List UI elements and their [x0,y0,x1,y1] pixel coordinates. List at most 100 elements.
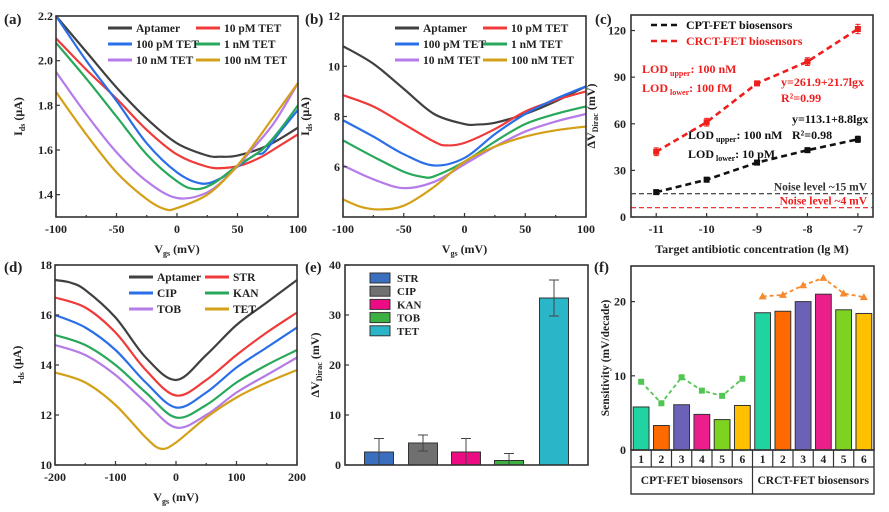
y-axis-label-main: I [298,131,312,136]
category-label: 1 [638,454,644,466]
series-line-aptamer [55,15,299,159]
legend-label: TOB [397,313,421,325]
y-tick-label: 16 [40,308,52,322]
bar [774,310,792,451]
y-tick-label: 0 [620,443,626,457]
y-axis-label: ΔVDirac (mV) [584,84,600,149]
series-line-1-nm-tet [342,105,587,179]
category-label: 2 [659,454,665,466]
category-label: 1 [760,454,766,466]
lod-text: LOD [642,81,668,95]
panel-label: (d) [4,260,22,276]
category-label: 3 [800,454,806,466]
x-axis-label-subscript: gs [162,497,169,506]
cpt-lod-upper: LOD upper: 100 nM [688,128,782,144]
data-point [804,147,811,154]
legend-label: 100 nM TET [511,55,574,67]
y-axis-label-unit: (μA) [298,97,312,123]
legend-label: 100 pM TET [423,39,486,51]
cpt-r-squared: R²=0.98 [792,128,832,142]
x-tick-label: 100 [577,222,595,236]
crct-lod-upper: LOD upper: 100 nM [642,62,736,78]
y-tick-label: 8 [334,110,340,124]
category-label: 3 [679,454,685,466]
lod-value: : 100 nM [736,128,782,142]
series-line-tet [54,368,298,451]
y-tick-label: 18 [40,258,52,272]
series-line-cip [54,313,298,409]
y-tick-label: 30 [614,163,626,177]
legend-label: 100 pM TET [136,39,199,51]
lod-subscript: upper [714,135,737,144]
bar-tet [539,297,569,466]
legend-item: TOB [129,304,181,316]
y-axis-label-subscript: ds [17,372,26,380]
series-line-str [54,296,298,397]
noise-level-label: Noise level ~4 mV [780,196,868,208]
series-line-tob [54,343,298,429]
group-label: CRCT-FET biosensors [757,475,869,487]
crct-r-squared: R²=0.99 [781,91,821,105]
group-label: CPT-FET biosensors [641,475,743,487]
legend-label: TOB [157,304,181,316]
legend-label: CIP [397,286,416,298]
series-line-100-pm-tet [342,85,587,167]
category-label: 2 [780,454,786,466]
cpt-lod-lower: LOD lower: 10 pM [688,147,775,163]
trend-marker [778,290,787,298]
x-tick-label: -100 [105,470,127,484]
trend-marker [799,281,808,289]
data-point [653,189,660,196]
bar [733,404,751,451]
legend-label: 10 nM TET [136,55,194,67]
legend-item: Aptamer [108,23,180,35]
y-axis-label-unit: (mV) [308,333,322,363]
legend-item: 10 pM TET [196,23,282,35]
data-point [703,119,710,126]
category-label: 4 [699,454,705,466]
legend-swatch [369,285,391,297]
y-tick-label: 20 [329,358,341,372]
panel-c: (c) Noise level ~15 mV Noise level ~4 mV -1… [584,12,874,256]
legend-item: KAN [205,288,259,300]
bar [713,419,731,451]
y-axis-label-subscript: Dirac [591,113,600,133]
lod-value: : 10 pM [735,147,775,161]
y-axis-label-unit: (μA) [10,346,24,372]
x-axis-label-subscript: gs [450,249,457,258]
x-tick-label: -10 [699,222,715,236]
x-tick-label: 0 [174,222,180,236]
legend-label: KAN [397,299,422,311]
data-point [854,136,861,143]
lod-subscript: lower [668,88,690,97]
legend-label: 10 nM TET [423,55,481,67]
series-line-kan [54,333,298,419]
category-label: 4 [821,454,827,466]
legend-label: TET [397,326,420,338]
y-tick-label: 1.4 [38,188,53,202]
y-axis-label-main: ΔV [308,381,322,398]
y-axis-label-main: ΔV [584,132,598,149]
category-label: 6 [740,454,746,466]
x-tick-label: 50 [519,222,531,236]
legend-label: CRCT-FET biosensors [686,34,803,48]
x-tick-label: 50 [232,222,244,236]
x-axis-label: Vgs (mV) [153,490,198,506]
x-tick-label: 200 [288,470,306,484]
legend-item: Aptamer [129,272,201,284]
y-tick-label: 60 [614,117,626,131]
lod-text: LOD [688,128,714,142]
bar [794,301,812,451]
series-line-aptamer [342,45,587,127]
x-tick-label: 100 [228,470,246,484]
panel-label: (a) [4,12,22,28]
y-tick-label: 0 [620,210,626,224]
legend-item: CIP [129,288,177,300]
series-line-1-nm-tet [55,42,299,191]
trend-marker [698,387,705,394]
x-axis-label-subscript: gs [163,249,170,258]
y-axis-label: Sensitivity (mV/decade) [600,300,612,417]
y-axis-label: Ids (μA) [10,346,26,385]
x-tick-label: -50 [109,222,125,236]
x-tick-label: 0 [173,470,179,484]
